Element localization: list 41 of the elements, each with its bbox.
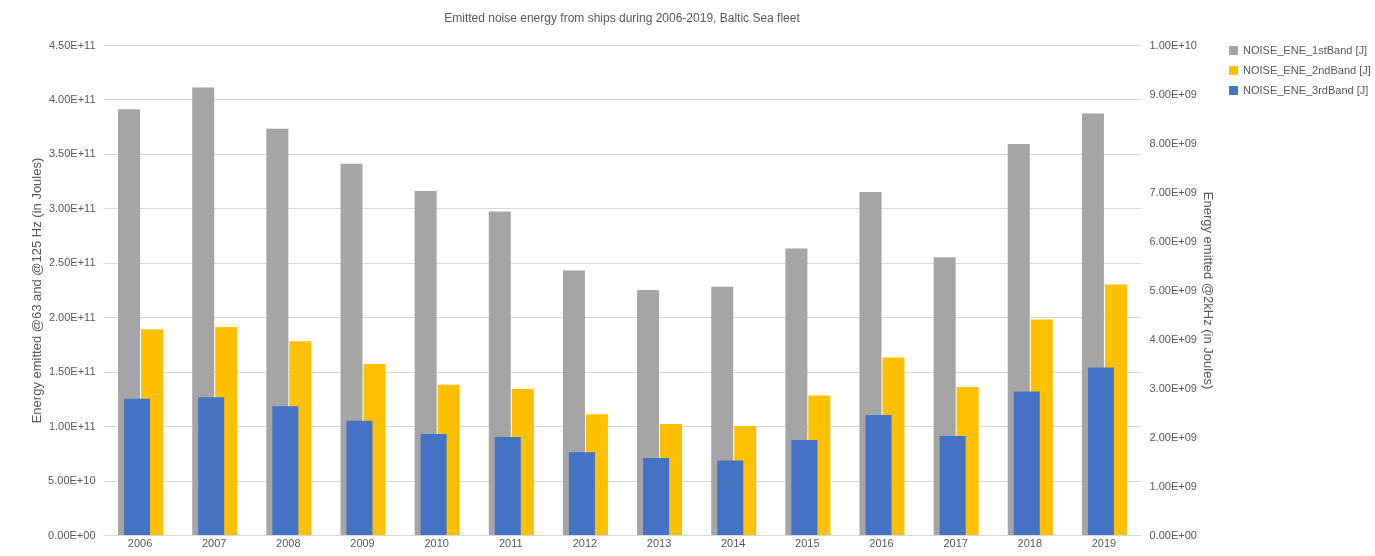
y-tick-label: 2.00E+11 [48, 310, 96, 323]
x-tick-label: 2014 [720, 536, 746, 549]
y2-tick-label: 0.00E+00 [1149, 528, 1197, 541]
y-tick-label: 3.50E+11 [48, 147, 96, 160]
y2-axis-title: Energy emitted @2kHz (in Joules) [1200, 191, 1216, 390]
y2-tick-label: 5.00E+09 [1149, 283, 1197, 296]
y-tick-label: 1.50E+11 [48, 365, 96, 378]
x-tick-label: 2006 [127, 536, 153, 549]
y-tick-label: 5.00E+10 [48, 474, 96, 487]
legend-label: NOISE_ENE_1stBand [J] [1243, 43, 1368, 56]
y2-tick-label: 4.00E+09 [1149, 332, 1197, 345]
y-tick-label: 4.00E+11 [48, 92, 96, 105]
y-tick-label: 1.00E+11 [48, 419, 96, 432]
y-tick-label: 4.50E+11 [48, 38, 96, 51]
x-tick-label: 2018 [1017, 536, 1043, 549]
x-tick-label: 2016 [869, 536, 894, 549]
y2-tick-label: 7.00E+09 [1149, 185, 1197, 198]
x-tick-label: 2019 [1091, 536, 1117, 549]
x-tick-label: 2013 [646, 536, 672, 549]
x-tick-label: 2015 [795, 536, 820, 549]
x-tick-label: 2017 [943, 536, 968, 549]
y2-tick-label: 8.00E+09 [1149, 136, 1197, 149]
y2-tick-label: 1.00E+10 [1149, 38, 1197, 51]
y-tick-label: 3.00E+11 [48, 201, 96, 214]
x-tick-label: 2011 [498, 536, 523, 549]
y2-tick-label: 6.00E+09 [1149, 234, 1197, 247]
chart-title: Emitted noise energy from ships during 2006-2019, Baltic Sea fleet [444, 11, 801, 25]
x-tick-label: 2010 [424, 536, 449, 549]
legend-label: NOISE_ENE_2ndBand [J] [1243, 63, 1371, 76]
y2-tick-label: 9.00E+09 [1149, 87, 1197, 100]
y2-tick-label: 3.00E+09 [1149, 381, 1197, 394]
y-tick-label: 2.50E+11 [48, 256, 96, 269]
y2-tick-label: 2.00E+09 [1149, 430, 1197, 443]
y2-tick-label: 1.00E+09 [1149, 479, 1197, 492]
x-tick-label: 2008 [276, 536, 301, 549]
x-tick-label: 2012 [572, 536, 598, 549]
x-tick-label: 2009 [350, 536, 375, 549]
y-tick-label: 0.00E+00 [48, 528, 96, 541]
y-axis-title: Energy emitted @63 and @125 Hz (in Joules) [29, 157, 45, 424]
legend-label: NOISE_ENE_3rdBand [J] [1243, 83, 1369, 96]
x-tick-label: 2007 [201, 536, 227, 549]
